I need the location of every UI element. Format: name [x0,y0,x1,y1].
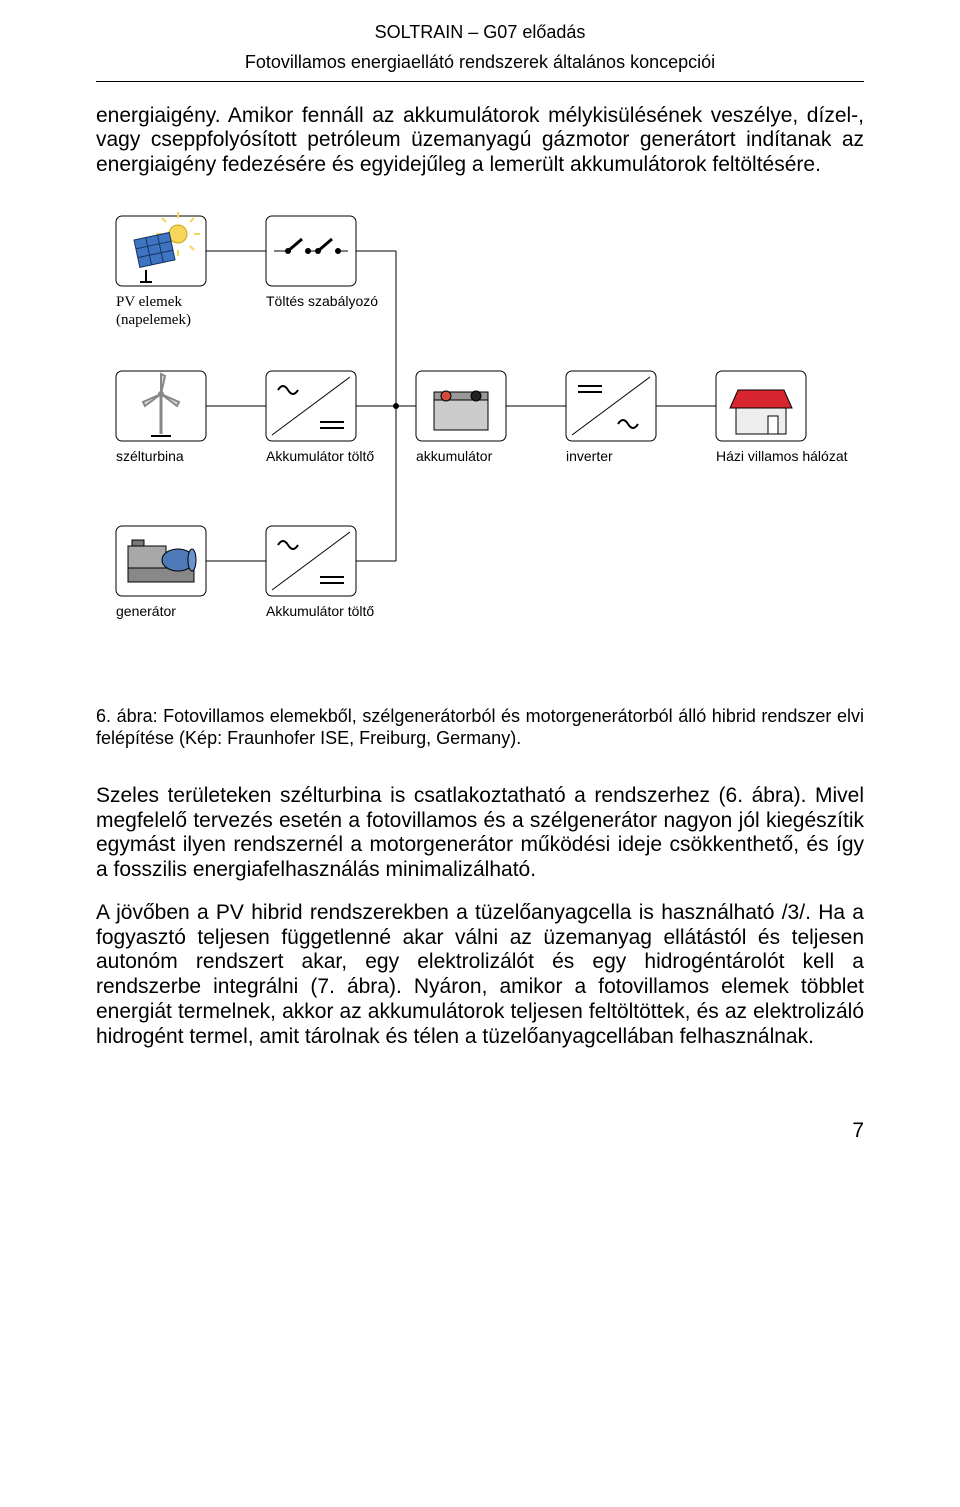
house-icon [716,371,806,441]
battery-charger-icon [266,371,356,441]
hybrid-system-diagram: PV elemek (napelemek) Töltés szabályozó [96,196,864,676]
inverter-icon [566,371,656,441]
charge-controller-icon [266,216,356,286]
header-rule [96,81,864,82]
battery-charger-label: Akkumulátor töltő [266,448,374,464]
running-head-title: SOLTRAIN – G07 előadás [96,20,864,44]
battery-label: akkumulátor [416,448,493,464]
pv-panel-icon [116,212,206,286]
inverter-label: inverter [566,448,613,464]
generator-icon [116,526,206,596]
figure-caption: 6. ábra: Fotovillamos elemekből, szélgen… [96,706,864,750]
pv-label-1: PV elemek [116,294,182,310]
house-label: Házi villamos hálózat [716,448,848,464]
paragraph-1: energiaigény. Amikor fennáll az akkumulá… [96,104,864,178]
wind-turbine-label: szélturbina [116,448,184,464]
page-number: 7 [96,1119,864,1143]
pv-label-2: (napelemek) [116,312,191,328]
battery-charger-2-label: Akkumulátor töltő [266,603,374,619]
wind-turbine-icon [116,371,206,441]
charge-controller-label: Töltés szabályozó [266,293,378,309]
paragraph-3: A jövőben a PV hibrid rendszerekben a tü… [96,901,864,1050]
page: SOLTRAIN – G07 előadás Fotovillamos ener… [0,0,960,1183]
generator-label: generátor [116,603,176,619]
battery-charger-2-icon [266,526,356,596]
paragraph-2: Szeles területeken szélturbina is csatla… [96,784,864,883]
running-head-subtitle: Fotovillamos energiaellátó rendszerek ál… [96,50,864,74]
battery-icon [416,371,506,441]
